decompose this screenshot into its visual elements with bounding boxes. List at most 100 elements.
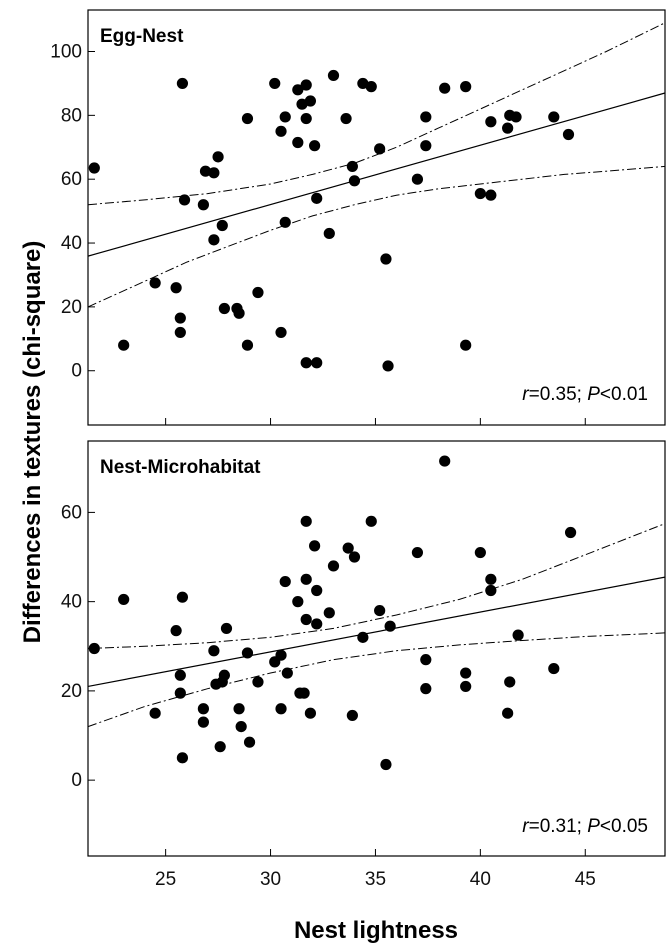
data-point xyxy=(149,277,161,289)
data-point xyxy=(275,703,287,715)
data-point xyxy=(474,546,486,559)
data-point xyxy=(502,707,514,719)
data-point xyxy=(300,79,312,91)
data-point xyxy=(174,687,186,699)
data-point xyxy=(439,455,451,467)
data-point xyxy=(460,667,472,679)
data-point xyxy=(340,112,352,125)
y-tick-label: 20 xyxy=(61,297,82,318)
y-tick-label: 20 xyxy=(61,681,82,702)
data-point xyxy=(279,216,291,228)
data-point xyxy=(197,716,209,728)
data-point xyxy=(300,515,312,527)
data-point xyxy=(216,219,228,232)
data-point xyxy=(118,593,130,606)
data-point xyxy=(170,282,182,294)
data-point xyxy=(208,645,220,657)
data-point xyxy=(380,253,392,265)
data-point xyxy=(474,187,486,200)
x-tick-label: 30 xyxy=(260,869,281,890)
data-point xyxy=(346,709,358,722)
y-tick-label: 40 xyxy=(61,233,82,254)
panel-egg-nest: Egg-Nest r=0.35; P<0.01 0 20 40 60 80 100 xyxy=(50,9,666,426)
panel-title-egg-nest: Egg-Nest xyxy=(100,26,184,47)
data-point xyxy=(485,573,497,585)
data-point xyxy=(241,339,254,351)
y-tick-label: 100 xyxy=(50,42,82,63)
data-point xyxy=(384,620,396,632)
data-point xyxy=(275,326,287,339)
data-point xyxy=(118,339,130,351)
y-tick-label: 0 xyxy=(71,770,82,791)
data-point xyxy=(357,631,369,643)
data-point xyxy=(439,82,451,94)
data-point xyxy=(411,546,424,559)
y-tick-label: 80 xyxy=(61,105,82,126)
data-point xyxy=(411,173,424,185)
data-point xyxy=(374,604,386,617)
data-point xyxy=(214,741,226,753)
data-point xyxy=(512,629,524,641)
data-point xyxy=(504,676,516,688)
y-tick-label: 0 xyxy=(71,361,82,382)
data-point xyxy=(176,591,189,603)
data-point xyxy=(279,111,291,123)
y-tick-label: 40 xyxy=(61,592,82,613)
data-point xyxy=(304,95,317,107)
data-point xyxy=(174,669,186,681)
data-point xyxy=(348,175,361,187)
data-point xyxy=(197,703,209,715)
data-point xyxy=(296,98,308,110)
data-point xyxy=(304,707,317,719)
data-point xyxy=(292,136,304,149)
data-point xyxy=(252,676,264,688)
data-point xyxy=(485,189,497,201)
data-point xyxy=(243,736,256,748)
data-point xyxy=(241,112,254,125)
regression-line xyxy=(87,576,666,688)
data-point xyxy=(311,584,323,597)
data-point xyxy=(485,116,497,128)
data-point xyxy=(420,140,432,152)
data-point xyxy=(562,128,575,141)
panel-title-nest-microhabitat: Nest-Microhabitat xyxy=(100,457,261,478)
data-point xyxy=(197,199,209,211)
data-point xyxy=(323,227,335,240)
data-point xyxy=(220,622,233,635)
stat-r-value: =0.31; xyxy=(529,816,588,837)
stat-p-value: <0.05 xyxy=(600,816,648,837)
data-point xyxy=(510,111,522,123)
data-point xyxy=(233,307,245,319)
data-point xyxy=(346,160,358,173)
stat-p-label: P xyxy=(587,816,600,837)
data-point xyxy=(502,122,514,134)
data-point xyxy=(420,683,432,695)
data-point xyxy=(292,84,304,96)
y-tick-label: 60 xyxy=(61,502,82,523)
data-point xyxy=(174,312,186,324)
data-point xyxy=(275,649,287,661)
data-point xyxy=(327,560,340,572)
data-point xyxy=(212,151,224,163)
x-tick-label: 35 xyxy=(365,869,386,890)
data-point xyxy=(241,647,254,659)
data-point xyxy=(342,542,354,554)
data-point xyxy=(300,112,312,125)
data-point xyxy=(460,680,472,693)
data-point xyxy=(485,584,497,597)
data-point xyxy=(233,703,245,715)
data-point xyxy=(357,77,369,90)
panel-nest-microhabitat: Nest-Microhabitat r=0.31; P<0.05 0 20 40 60… xyxy=(61,440,666,890)
data-point xyxy=(149,707,161,719)
x-axis-title: Nest lightness xyxy=(294,917,458,944)
data-point xyxy=(176,77,189,90)
data-point xyxy=(420,111,432,123)
data-point xyxy=(208,234,220,246)
y-tick-label: 60 xyxy=(61,169,82,190)
ci-upper-line xyxy=(87,22,666,206)
stat-annotation-nest-microhabitat: r=0.31; P<0.05 xyxy=(522,816,648,837)
data-point xyxy=(252,286,264,299)
data-point xyxy=(311,618,323,630)
data-point xyxy=(279,575,291,588)
data-point xyxy=(548,111,560,123)
